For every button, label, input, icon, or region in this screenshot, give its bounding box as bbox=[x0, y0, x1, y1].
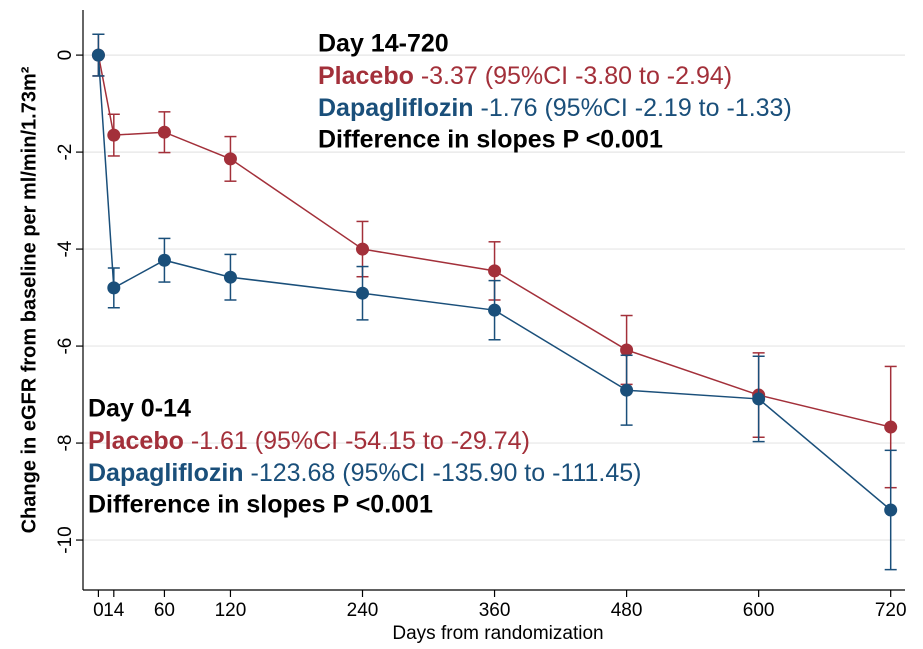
point bbox=[356, 286, 370, 300]
annotation-value: -123.68 (95%CI -135.90 to -111.45) bbox=[251, 459, 642, 487]
annotation-series-name: Placebo bbox=[318, 62, 414, 90]
point bbox=[620, 383, 634, 397]
annotation-series-name: Dapagliflozin bbox=[318, 94, 474, 122]
annotation-footer: Difference in slopes P <0.001 bbox=[88, 491, 433, 519]
annotation-value: -1.61 (95%CI -54.15 to -29.74) bbox=[191, 427, 530, 455]
point bbox=[107, 281, 121, 295]
annotation-heading: Day 0-14 bbox=[88, 395, 191, 423]
annotation-space bbox=[184, 427, 191, 455]
y-tick-label: 0 bbox=[55, 50, 76, 61]
x-tick-label: 14 bbox=[103, 600, 125, 621]
point bbox=[884, 503, 898, 517]
point bbox=[752, 392, 766, 406]
point bbox=[620, 343, 634, 357]
y-tick-label: -6 bbox=[55, 338, 76, 355]
x-tick-label: 480 bbox=[611, 600, 643, 621]
annotation-line: Placebo -1.61 (95%CI -54.15 to -29.74) bbox=[88, 427, 530, 455]
y-tick-label: -2 bbox=[55, 144, 76, 161]
point bbox=[884, 420, 898, 434]
y-axis-label: Change in eGFR from baseline per ml/min/… bbox=[18, 66, 40, 533]
annotation-line: Placebo -3.37 (95%CI -3.80 to -2.94) bbox=[318, 62, 732, 90]
x-tick-label: 0 bbox=[93, 600, 104, 621]
point bbox=[356, 242, 370, 256]
point bbox=[91, 48, 105, 62]
point bbox=[488, 264, 502, 278]
annotation-value: -1.76 (95%CI -2.19 to -1.33) bbox=[481, 94, 792, 122]
annotation-series-name: Dapagliflozin bbox=[88, 459, 244, 487]
x-axis-label: Days from randomization bbox=[392, 623, 603, 644]
point bbox=[157, 253, 171, 267]
annotation-space bbox=[414, 62, 421, 90]
x-tick-label: 120 bbox=[215, 600, 247, 621]
annotation-line: Dapagliflozin -123.68 (95%CI -135.90 to … bbox=[88, 459, 642, 487]
y-tick-label: -8 bbox=[55, 435, 76, 452]
point bbox=[488, 303, 502, 317]
point bbox=[157, 125, 171, 139]
x-tick-label: 240 bbox=[347, 600, 379, 621]
annotation-line: Dapagliflozin -1.76 (95%CI -2.19 to -1.3… bbox=[318, 94, 792, 122]
x-tick-label: 60 bbox=[154, 600, 175, 621]
x-tick-label: 360 bbox=[479, 600, 511, 621]
point bbox=[107, 128, 121, 142]
annotation-value: -3.37 (95%CI -3.80 to -2.94) bbox=[421, 62, 732, 90]
y-tick-label: -10 bbox=[55, 526, 76, 553]
point bbox=[223, 270, 237, 284]
x-tick-label: 600 bbox=[743, 600, 775, 621]
x-tick-label: 720 bbox=[875, 600, 907, 621]
y-tick-label: -4 bbox=[55, 240, 76, 257]
annotation-heading: Day 14-720 bbox=[318, 30, 449, 58]
annotation-space bbox=[474, 94, 481, 122]
point bbox=[223, 152, 237, 166]
annotation-space bbox=[244, 459, 251, 487]
annotation-footer: Difference in slopes P <0.001 bbox=[318, 126, 663, 154]
annotation-series-name: Placebo bbox=[88, 427, 184, 455]
